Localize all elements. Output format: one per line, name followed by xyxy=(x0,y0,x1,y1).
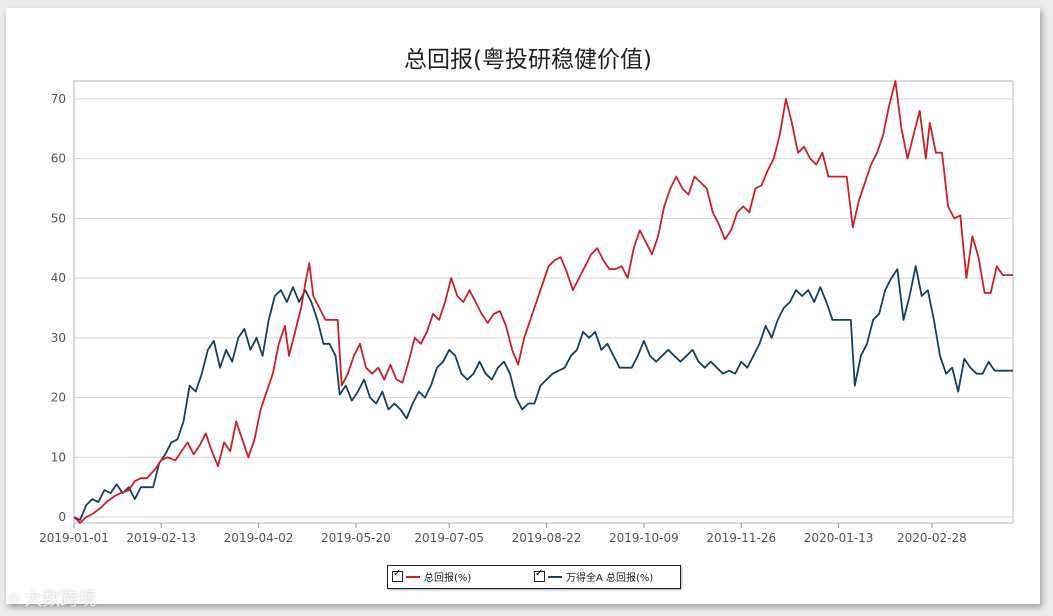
y-tick-label: 20 xyxy=(51,391,66,405)
y-tick-label: 70 xyxy=(51,92,66,106)
x-tick-label: 2020-01-13 xyxy=(804,531,874,545)
checkbox-icon[interactable] xyxy=(534,568,545,582)
legend-item-index[interactable]: 万得全A 总回报(%) xyxy=(534,568,654,584)
logo-icon: ◎ xyxy=(8,590,21,606)
x-axis-ticks: 2019-01-01 2019-02-13 2019-04-02 2019-05-20… xyxy=(39,523,967,545)
y-axis-ticks: 0 10 20 30 40 50 60 70 xyxy=(51,92,66,524)
y-tick-label: 60 xyxy=(51,152,66,166)
y-tick-label: 40 xyxy=(51,271,66,285)
plot-area xyxy=(73,80,1014,524)
legend: 总回报(%) 万得全A 总回报(%) xyxy=(387,565,681,589)
legend-label: 万得全A 总回报(%) xyxy=(566,573,654,584)
x-tick-label: 2019-02-13 xyxy=(126,531,196,545)
y-tick-label: 10 xyxy=(51,450,66,464)
legend-item-fund[interactable]: 总回报(%) xyxy=(392,568,472,584)
series-line-fund xyxy=(73,80,1013,524)
x-tick-label: 2019-01-01 xyxy=(39,531,109,545)
watermark: ◎ 大数跨境 xyxy=(8,585,96,611)
x-tick-label: 2019-05-20 xyxy=(321,531,391,545)
checkbox-icon[interactable] xyxy=(392,568,403,582)
watermark-text: 大数跨境 xyxy=(24,589,97,610)
y-tick-label: 0 xyxy=(58,510,66,524)
x-tick-label: 2019-10-09 xyxy=(609,531,679,545)
x-tick-label: 2019-07-05 xyxy=(414,531,484,545)
series-line-index xyxy=(73,265,1013,521)
gridlines xyxy=(74,98,1013,518)
x-tick-label: 2019-08-22 xyxy=(512,531,582,545)
x-tick-label: 2020-02-28 xyxy=(897,531,967,545)
y-tick-label: 30 xyxy=(51,331,66,345)
legend-swatch xyxy=(406,575,420,578)
y-tick-label: 50 xyxy=(51,211,66,225)
legend-swatch xyxy=(548,575,562,578)
x-tick-label: 2019-04-02 xyxy=(224,531,294,545)
legend-label: 总回报(%) xyxy=(424,573,472,584)
chart-panel: 总回报(粤投研稳健价值) 0 10 20 30 40 50 60 70 2019-01-01 2… xyxy=(6,8,1040,604)
chart-title: 总回报(粤投研稳健价值) xyxy=(404,47,652,73)
x-tick-label: 2019-11-26 xyxy=(706,531,776,545)
series-lines xyxy=(73,80,1013,524)
